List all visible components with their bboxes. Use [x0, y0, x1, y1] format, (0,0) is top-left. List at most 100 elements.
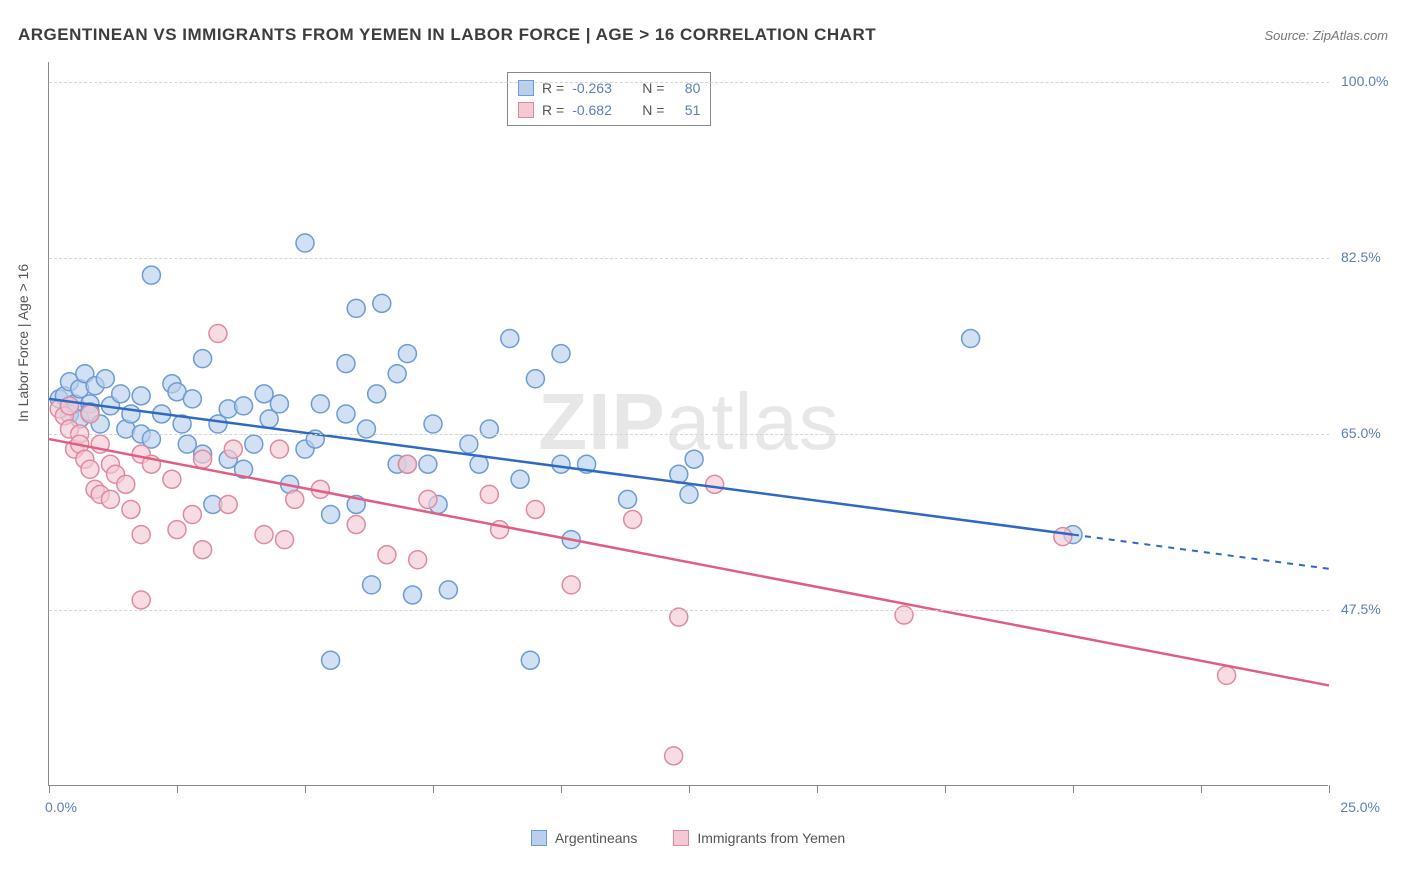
scatter-point [439, 581, 457, 599]
gridline [49, 610, 1329, 611]
legend-n-label: N = [642, 102, 664, 118]
x-axis-max-label: 25.0% [1340, 799, 1380, 815]
scatter-point [255, 385, 273, 403]
legend-label: Argentineans [555, 830, 638, 846]
scatter-point [101, 490, 119, 508]
x-tick [689, 785, 690, 793]
scatter-point [706, 475, 724, 493]
scatter-point [81, 405, 99, 423]
scatter-svg [49, 62, 1329, 786]
scatter-point [665, 747, 683, 765]
scatter-point [685, 450, 703, 468]
plot-area: ZIPatlas In Labor Force | Age > 16 R = -… [48, 62, 1388, 812]
legend-swatch [673, 830, 689, 846]
x-tick [561, 785, 562, 793]
scatter-point [255, 526, 273, 544]
scatter-point [209, 325, 227, 343]
y-tick-label: 47.5% [1341, 601, 1381, 617]
scatter-point [424, 415, 442, 433]
scatter-point [112, 385, 130, 403]
scatter-point [398, 455, 416, 473]
scatter-point [398, 345, 416, 363]
scatter-point [1218, 666, 1236, 684]
x-tick [817, 785, 818, 793]
scatter-point [895, 606, 913, 624]
legend-swatch [531, 830, 547, 846]
scatter-point [224, 440, 242, 458]
scatter-point [132, 591, 150, 609]
scatter-point [132, 387, 150, 405]
legend-r-value: -0.682 [572, 102, 626, 118]
correlation-legend: R = -0.263N = 80R = -0.682N = 51 [507, 72, 711, 126]
y-tick-label: 65.0% [1341, 425, 1381, 441]
y-tick-label: 82.5% [1341, 249, 1381, 265]
gridline [49, 258, 1329, 259]
scatter-point [480, 485, 498, 503]
legend-row: R = -0.682N = 51 [518, 99, 700, 121]
scatter-point [286, 490, 304, 508]
scatter-point [368, 385, 386, 403]
scatter-point [117, 475, 135, 493]
scatter-point [270, 395, 288, 413]
scatter-point [419, 490, 437, 508]
scatter-point [526, 370, 544, 388]
scatter-point [96, 370, 114, 388]
x-tick [305, 785, 306, 793]
scatter-point [552, 345, 570, 363]
y-axis-title: In Labor Force | Age > 16 [15, 264, 31, 422]
x-axis-min-label: 0.0% [45, 799, 77, 815]
scatter-point [680, 485, 698, 503]
scatter-point [81, 460, 99, 478]
scatter-point [347, 299, 365, 317]
scatter-point [183, 390, 201, 408]
legend-item: Argentineans [531, 830, 638, 846]
legend-n-value: 51 [672, 102, 700, 118]
x-tick [945, 785, 946, 793]
scatter-point [624, 511, 642, 529]
scatter-point [270, 440, 288, 458]
scatter-point [962, 330, 980, 348]
scatter-point [168, 521, 186, 539]
scatter-point [480, 420, 498, 438]
x-tick [1073, 785, 1074, 793]
scatter-point [183, 506, 201, 524]
scatter-point [357, 420, 375, 438]
gridline [49, 434, 1329, 435]
x-tick [1201, 785, 1202, 793]
gridline [49, 82, 1329, 83]
legend-swatch [518, 102, 534, 118]
legend-item: Immigrants from Yemen [673, 830, 845, 846]
source-attribution: Source: ZipAtlas.com [1264, 28, 1388, 43]
scatter-point [552, 455, 570, 473]
trend-line [49, 439, 1329, 685]
scatter-point [409, 551, 427, 569]
scatter-point [322, 506, 340, 524]
scatter-point [526, 500, 544, 518]
scatter-point [142, 266, 160, 284]
y-tick-label: 100.0% [1341, 73, 1388, 89]
scatter-point [194, 350, 212, 368]
scatter-point [194, 541, 212, 559]
legend-row: R = -0.263N = 80 [518, 77, 700, 99]
scatter-point [322, 651, 340, 669]
scatter-point [562, 576, 580, 594]
scatter-point [1054, 528, 1072, 546]
x-tick [1329, 785, 1330, 793]
scatter-point [501, 330, 519, 348]
scatter-point [245, 435, 263, 453]
scatter-point [363, 576, 381, 594]
scatter-point [511, 470, 529, 488]
scatter-point [178, 435, 196, 453]
scatter-point [132, 526, 150, 544]
series-legend: Argentineans Immigrants from Yemen [48, 830, 1328, 846]
scatter-point [337, 405, 355, 423]
scatter-point [235, 397, 253, 415]
scatter-point [219, 495, 237, 513]
scatter-point [311, 395, 329, 413]
scatter-point [296, 234, 314, 252]
scatter-point [521, 651, 539, 669]
scatter-point [419, 455, 437, 473]
scatter-point [194, 450, 212, 468]
scatter-point [491, 521, 509, 539]
x-tick [177, 785, 178, 793]
